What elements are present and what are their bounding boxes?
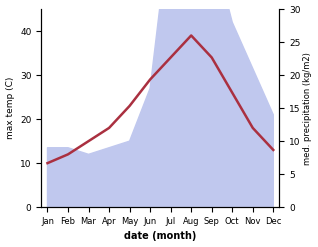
X-axis label: date (month): date (month) — [124, 231, 197, 242]
Y-axis label: max temp (C): max temp (C) — [5, 77, 15, 139]
Y-axis label: med. precipitation (kg/m2): med. precipitation (kg/m2) — [303, 52, 313, 165]
